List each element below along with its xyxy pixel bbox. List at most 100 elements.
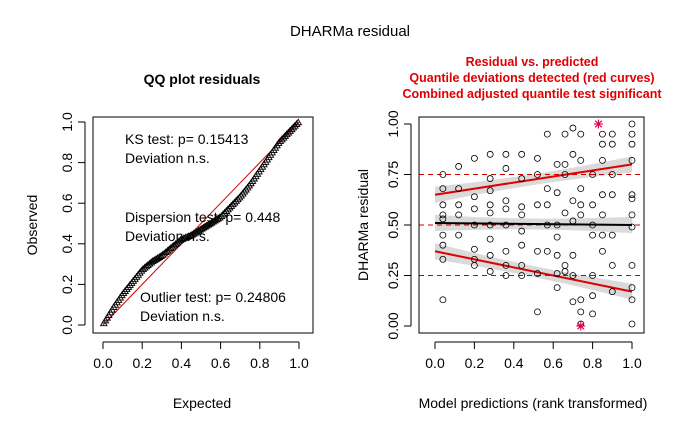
quantile-fit-line bbox=[434, 163, 633, 196]
residual-point bbox=[439, 185, 447, 193]
residual-point bbox=[502, 150, 510, 158]
residual-point bbox=[569, 217, 577, 225]
residual-point bbox=[470, 221, 478, 229]
qq-y-tick-label: 0.2 bbox=[59, 274, 75, 294]
qq-point bbox=[179, 234, 188, 242]
residual-point bbox=[470, 154, 478, 162]
residual-point bbox=[628, 211, 636, 219]
residual-point bbox=[628, 320, 636, 328]
quantile-fit-lines bbox=[434, 163, 633, 293]
quantile-reference-lines bbox=[419, 174, 644, 276]
residual-point bbox=[628, 223, 636, 231]
qq-point bbox=[155, 252, 164, 260]
residual-point bbox=[569, 197, 577, 205]
rvp-y-tick-label: 0.25 bbox=[385, 262, 401, 289]
residual-point bbox=[553, 189, 561, 197]
qq-point bbox=[287, 125, 296, 133]
qq-point bbox=[292, 120, 301, 127]
residual-point bbox=[486, 187, 494, 195]
qq-plot-frame bbox=[92, 116, 314, 334]
residual-point bbox=[628, 120, 636, 128]
dispersion-test-result: Deviation n.s. bbox=[125, 228, 210, 244]
residual-point bbox=[553, 284, 561, 292]
residual-point bbox=[439, 231, 447, 239]
residual-point bbox=[553, 160, 561, 168]
residual-point bbox=[534, 247, 541, 255]
qq-points bbox=[99, 118, 303, 327]
residual-point bbox=[534, 154, 541, 162]
qq-point bbox=[284, 128, 293, 136]
qq-point bbox=[220, 208, 229, 216]
residual-point bbox=[577, 185, 585, 193]
qq-point bbox=[227, 201, 236, 209]
residual-point bbox=[628, 284, 636, 292]
qq-point bbox=[217, 212, 226, 220]
qq-point bbox=[290, 121, 299, 129]
rvp-x-tick-label: 0.0 bbox=[425, 355, 445, 371]
residual-point bbox=[589, 272, 596, 279]
residual-point bbox=[599, 130, 606, 138]
residual-point bbox=[589, 231, 596, 239]
rvp-x-tick-label: 0.4 bbox=[504, 355, 524, 371]
rvp-y-axis-label: DHARMa residual bbox=[355, 169, 371, 281]
residual-point bbox=[561, 171, 569, 178]
residual-point bbox=[628, 195, 636, 203]
residual-point bbox=[486, 268, 494, 275]
residual-point bbox=[561, 160, 569, 168]
qq-point bbox=[228, 200, 237, 208]
rvp-y-tick-label: 1.00 bbox=[385, 110, 401, 137]
qq-y-tick-label: 1.0 bbox=[59, 112, 75, 132]
residual-point bbox=[518, 211, 526, 219]
residual-point bbox=[628, 191, 636, 199]
qq-x-tick-label: 0.8 bbox=[250, 355, 270, 371]
residual-point bbox=[543, 201, 551, 209]
residual-point bbox=[486, 221, 494, 229]
residual-point bbox=[577, 296, 585, 304]
qq-x-axis-label: Expected bbox=[173, 395, 231, 411]
residual-point bbox=[569, 124, 577, 132]
residual-point bbox=[470, 205, 478, 213]
rvp-title-line-3: Combined adjusted quantile test signific… bbox=[402, 87, 662, 101]
qq-point bbox=[225, 203, 234, 211]
residual-point bbox=[569, 150, 577, 158]
residual-point bbox=[502, 261, 510, 269]
qq-y-axis: 0.0 0.2 0.4 0.6 0.8 1.0 bbox=[59, 112, 86, 335]
residual-point bbox=[628, 130, 636, 138]
residual-point bbox=[470, 245, 478, 253]
residual-point bbox=[502, 197, 510, 205]
rvp-title-line-2: Quantile deviations detected (red curves… bbox=[409, 71, 654, 85]
qq-point bbox=[289, 123, 298, 131]
residual-point bbox=[628, 156, 636, 164]
qq-plot-panel: QQ plot residuals 0.0 0.2 0.4 0.6 0.8 1.0 0.0… bbox=[24, 71, 314, 411]
residual-vs-predicted-panel: Residual vs. predicted Quantile deviatio… bbox=[355, 55, 662, 411]
outlier-markers bbox=[576, 119, 604, 331]
residual-point bbox=[518, 227, 526, 235]
qq-point bbox=[230, 198, 239, 206]
qq-x-tick-label: 1.0 bbox=[289, 355, 309, 371]
residual-point bbox=[589, 292, 596, 300]
qq-point bbox=[235, 193, 244, 201]
rvp-plot-frame bbox=[418, 116, 645, 334]
residual-point bbox=[589, 171, 596, 178]
residual-point bbox=[628, 296, 636, 304]
residual-point bbox=[439, 241, 447, 249]
rvp-y-axis: 0.00 0.25 0.50 0.75 1.00 bbox=[385, 110, 412, 340]
qq-point bbox=[281, 131, 290, 139]
rvp-x-axis-label: Model predictions (rank transformed) bbox=[419, 395, 648, 411]
residual-point bbox=[502, 205, 510, 213]
residual-point bbox=[518, 175, 526, 182]
qq-point bbox=[279, 133, 288, 141]
residual-point bbox=[455, 211, 463, 219]
rvp-x-tick-label: 0.8 bbox=[583, 355, 603, 371]
qq-point bbox=[181, 233, 190, 241]
outlier-star bbox=[594, 119, 604, 129]
residual-point bbox=[553, 270, 561, 277]
residual-point bbox=[608, 288, 616, 296]
qq-y-tick-label: 0.6 bbox=[59, 193, 75, 213]
residual-point bbox=[577, 211, 585, 219]
residual-point bbox=[599, 247, 606, 255]
residual-point bbox=[486, 251, 494, 259]
qq-x-axis: 0.0 0.2 0.4 0.6 0.8 1.0 bbox=[93, 341, 309, 371]
residual-point bbox=[486, 201, 494, 209]
rvp-x-tick-label: 1.0 bbox=[622, 355, 642, 371]
